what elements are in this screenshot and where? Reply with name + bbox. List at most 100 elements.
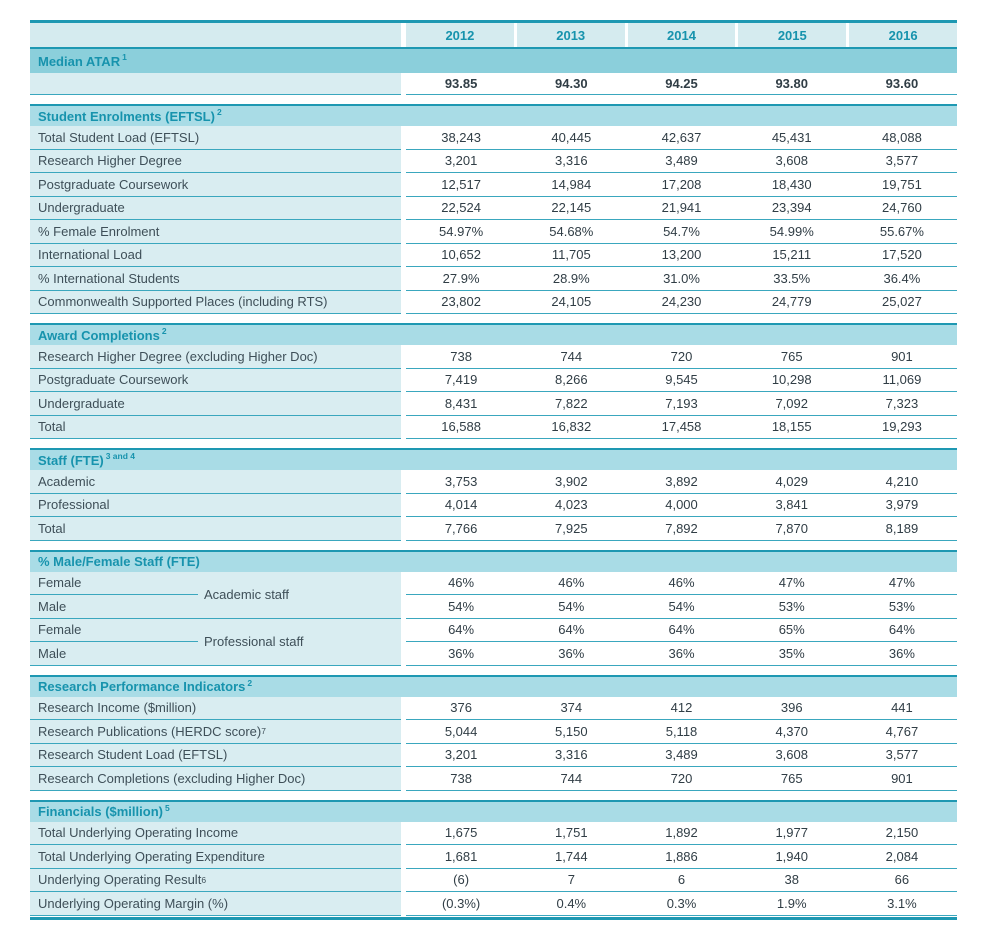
value-cell: 4,029 <box>775 473 808 489</box>
row-label-cell: Total Underlying Operating Expenditure <box>30 845 401 869</box>
row-label-cell: Research Higher Degree <box>30 149 401 173</box>
row-label-cell: Commonwealth Supported Places (including… <box>30 290 401 314</box>
value-cell: 27.9% <box>442 270 480 286</box>
year-cell: 2012 <box>406 23 514 47</box>
value-cell: 54.68% <box>549 223 594 239</box>
value-cell: 720 <box>670 348 693 364</box>
row-label-cell: Underlying Operating Result 6 <box>30 868 401 892</box>
value-cell: 10,652 <box>441 247 481 263</box>
column-gap <box>401 868 406 892</box>
value-row: 12,517 14,984 17,208 18,430 19,751 <box>406 173 957 197</box>
value-cell: 744 <box>560 348 583 364</box>
value-cell: 720 <box>670 770 693 786</box>
row-label: Research Higher Degree (excluding Higher… <box>38 348 318 364</box>
column-gap <box>401 149 406 173</box>
section-male-female-staff-fte: % Male/Female Staff (FTE) Female Male Acade… <box>30 549 957 666</box>
section-title-superscript: 2 <box>247 677 253 688</box>
value-cell: 3,608 <box>775 153 808 169</box>
value-cell: 21,941 <box>661 200 702 216</box>
value-cell: 3,489 <box>665 153 698 169</box>
value-cell: 12,517 <box>441 176 481 192</box>
value-cell: 53% <box>888 598 915 614</box>
column-gap <box>401 892 406 916</box>
column-gap <box>401 470 406 494</box>
value-cell: 901 <box>891 348 913 364</box>
staff-group-left: Female Male <box>30 619 198 665</box>
staff-group-values: 46% 46% 46% 47% 47% 54% 54% 54% 53% 53% <box>406 571 957 619</box>
five-year-statistics-table: 2012 2013 2014 2015 2016 Median ATAR 1 93.85 94.… <box>30 20 957 920</box>
value-cell: 31.0% <box>663 270 700 286</box>
value-cell: 17,520 <box>882 247 922 263</box>
value-cell: 36% <box>448 645 475 661</box>
value-cell: 376 <box>450 700 472 716</box>
section-financials-million: Financials ($million) 5 Total Underlying O… <box>30 799 957 916</box>
value-row: 27.9% 28.9% 31.0% 33.5% 36.4% <box>406 267 957 291</box>
column-gap <box>401 243 406 267</box>
value-cell: 3,892 <box>665 473 698 489</box>
data-row: International Load 10,652 11,705 13,200 15,2… <box>30 243 957 267</box>
column-gap <box>401 743 406 767</box>
value-cell: 7,193 <box>665 395 698 411</box>
section-header-award-completions: Award Completions 2 <box>30 323 957 345</box>
value-cell: 25,027 <box>882 294 922 310</box>
value-cell: 64% <box>668 622 695 638</box>
data-row: % Female Enrolment 54.97% 54.68% 54.7% 54.99… <box>30 220 957 244</box>
value-cell: 16,832 <box>551 419 592 435</box>
value-cell: 3,316 <box>555 747 588 763</box>
value-cell: 1.9% <box>776 895 807 911</box>
section-header-median-atar: Median ATAR 1 <box>30 47 957 73</box>
value-cell: 22,524 <box>441 200 481 216</box>
value-cell: 3,577 <box>885 153 919 169</box>
column-gap <box>401 345 406 369</box>
value-cell: 19,293 <box>882 419 922 435</box>
value-cell: 38,243 <box>441 129 481 145</box>
value-cell: 4,370 <box>775 723 808 739</box>
value-cell: (6) <box>453 872 470 888</box>
value-cell: 765 <box>780 348 803 364</box>
value-cell: 65% <box>778 622 805 638</box>
row-label-cell: % Female Enrolment <box>30 220 401 244</box>
value-cell: 7,925 <box>555 520 588 536</box>
row-label: Total <box>38 520 66 536</box>
year-cell: 2016 <box>849 23 957 47</box>
value-row: 64% 64% 64% 65% 64% <box>406 618 957 642</box>
value-cell: 0.3% <box>666 895 697 911</box>
section-title-text: Staff (FTE) <box>38 452 104 468</box>
row-label: Undergraduate <box>38 200 125 216</box>
row-label-cell: Postgraduate Coursework <box>30 173 401 197</box>
value-cell: 47% <box>778 575 805 591</box>
data-row: Research Higher Degree (excluding Higher… <box>30 345 957 369</box>
column-gap <box>401 220 406 244</box>
value-cell: 48,088 <box>882 129 922 145</box>
value-cell: 9,545 <box>665 372 698 388</box>
value-cell: 3,201 <box>444 153 478 169</box>
row-label: Postgraduate Coursework <box>38 176 189 192</box>
value-cell: 7,766 <box>444 520 478 536</box>
row-label: Research Completions (excluding Higher D… <box>38 770 306 786</box>
value-row: 93.85 94.30 94.25 93.80 93.60 <box>406 73 957 95</box>
section-title-superscript: 5 <box>164 802 170 813</box>
staff-group-labels: Female Male Academic staff <box>30 571 401 619</box>
data-row: Academic 3,753 3,902 3,892 4,029 4,210 <box>30 470 957 494</box>
value-cell: 93.80 <box>775 76 808 91</box>
row-label: % International Students <box>38 270 180 286</box>
column-gap <box>401 73 406 95</box>
value-cell: 11,069 <box>882 372 922 388</box>
section-title-superscript: 2 <box>216 107 222 118</box>
row-label: Total Student Load (EFTSL) <box>38 129 200 145</box>
data-row: Commonwealth Supported Places (including… <box>30 290 957 314</box>
row-label: Total <box>38 419 66 435</box>
value-cell: 24,779 <box>771 294 812 310</box>
value-cell: 4,014 <box>444 497 478 513</box>
value-cell: 18,430 <box>771 176 812 192</box>
value-cell: 7 <box>567 872 575 888</box>
row-label-cell: Underlying Operating Margin (%) <box>30 892 401 916</box>
year-cells: 2012 2013 2014 2015 2016 <box>406 23 957 47</box>
row-label-cell: Postgraduate Coursework <box>30 368 401 392</box>
row-label: Academic <box>38 473 96 489</box>
value-cell: 3,201 <box>444 747 478 763</box>
value-cell: 396 <box>780 700 803 716</box>
value-cell: 8,189 <box>885 520 919 536</box>
section-title: Staff (FTE) 3 and 4 <box>38 452 135 468</box>
value-cell: 7,870 <box>775 520 808 536</box>
